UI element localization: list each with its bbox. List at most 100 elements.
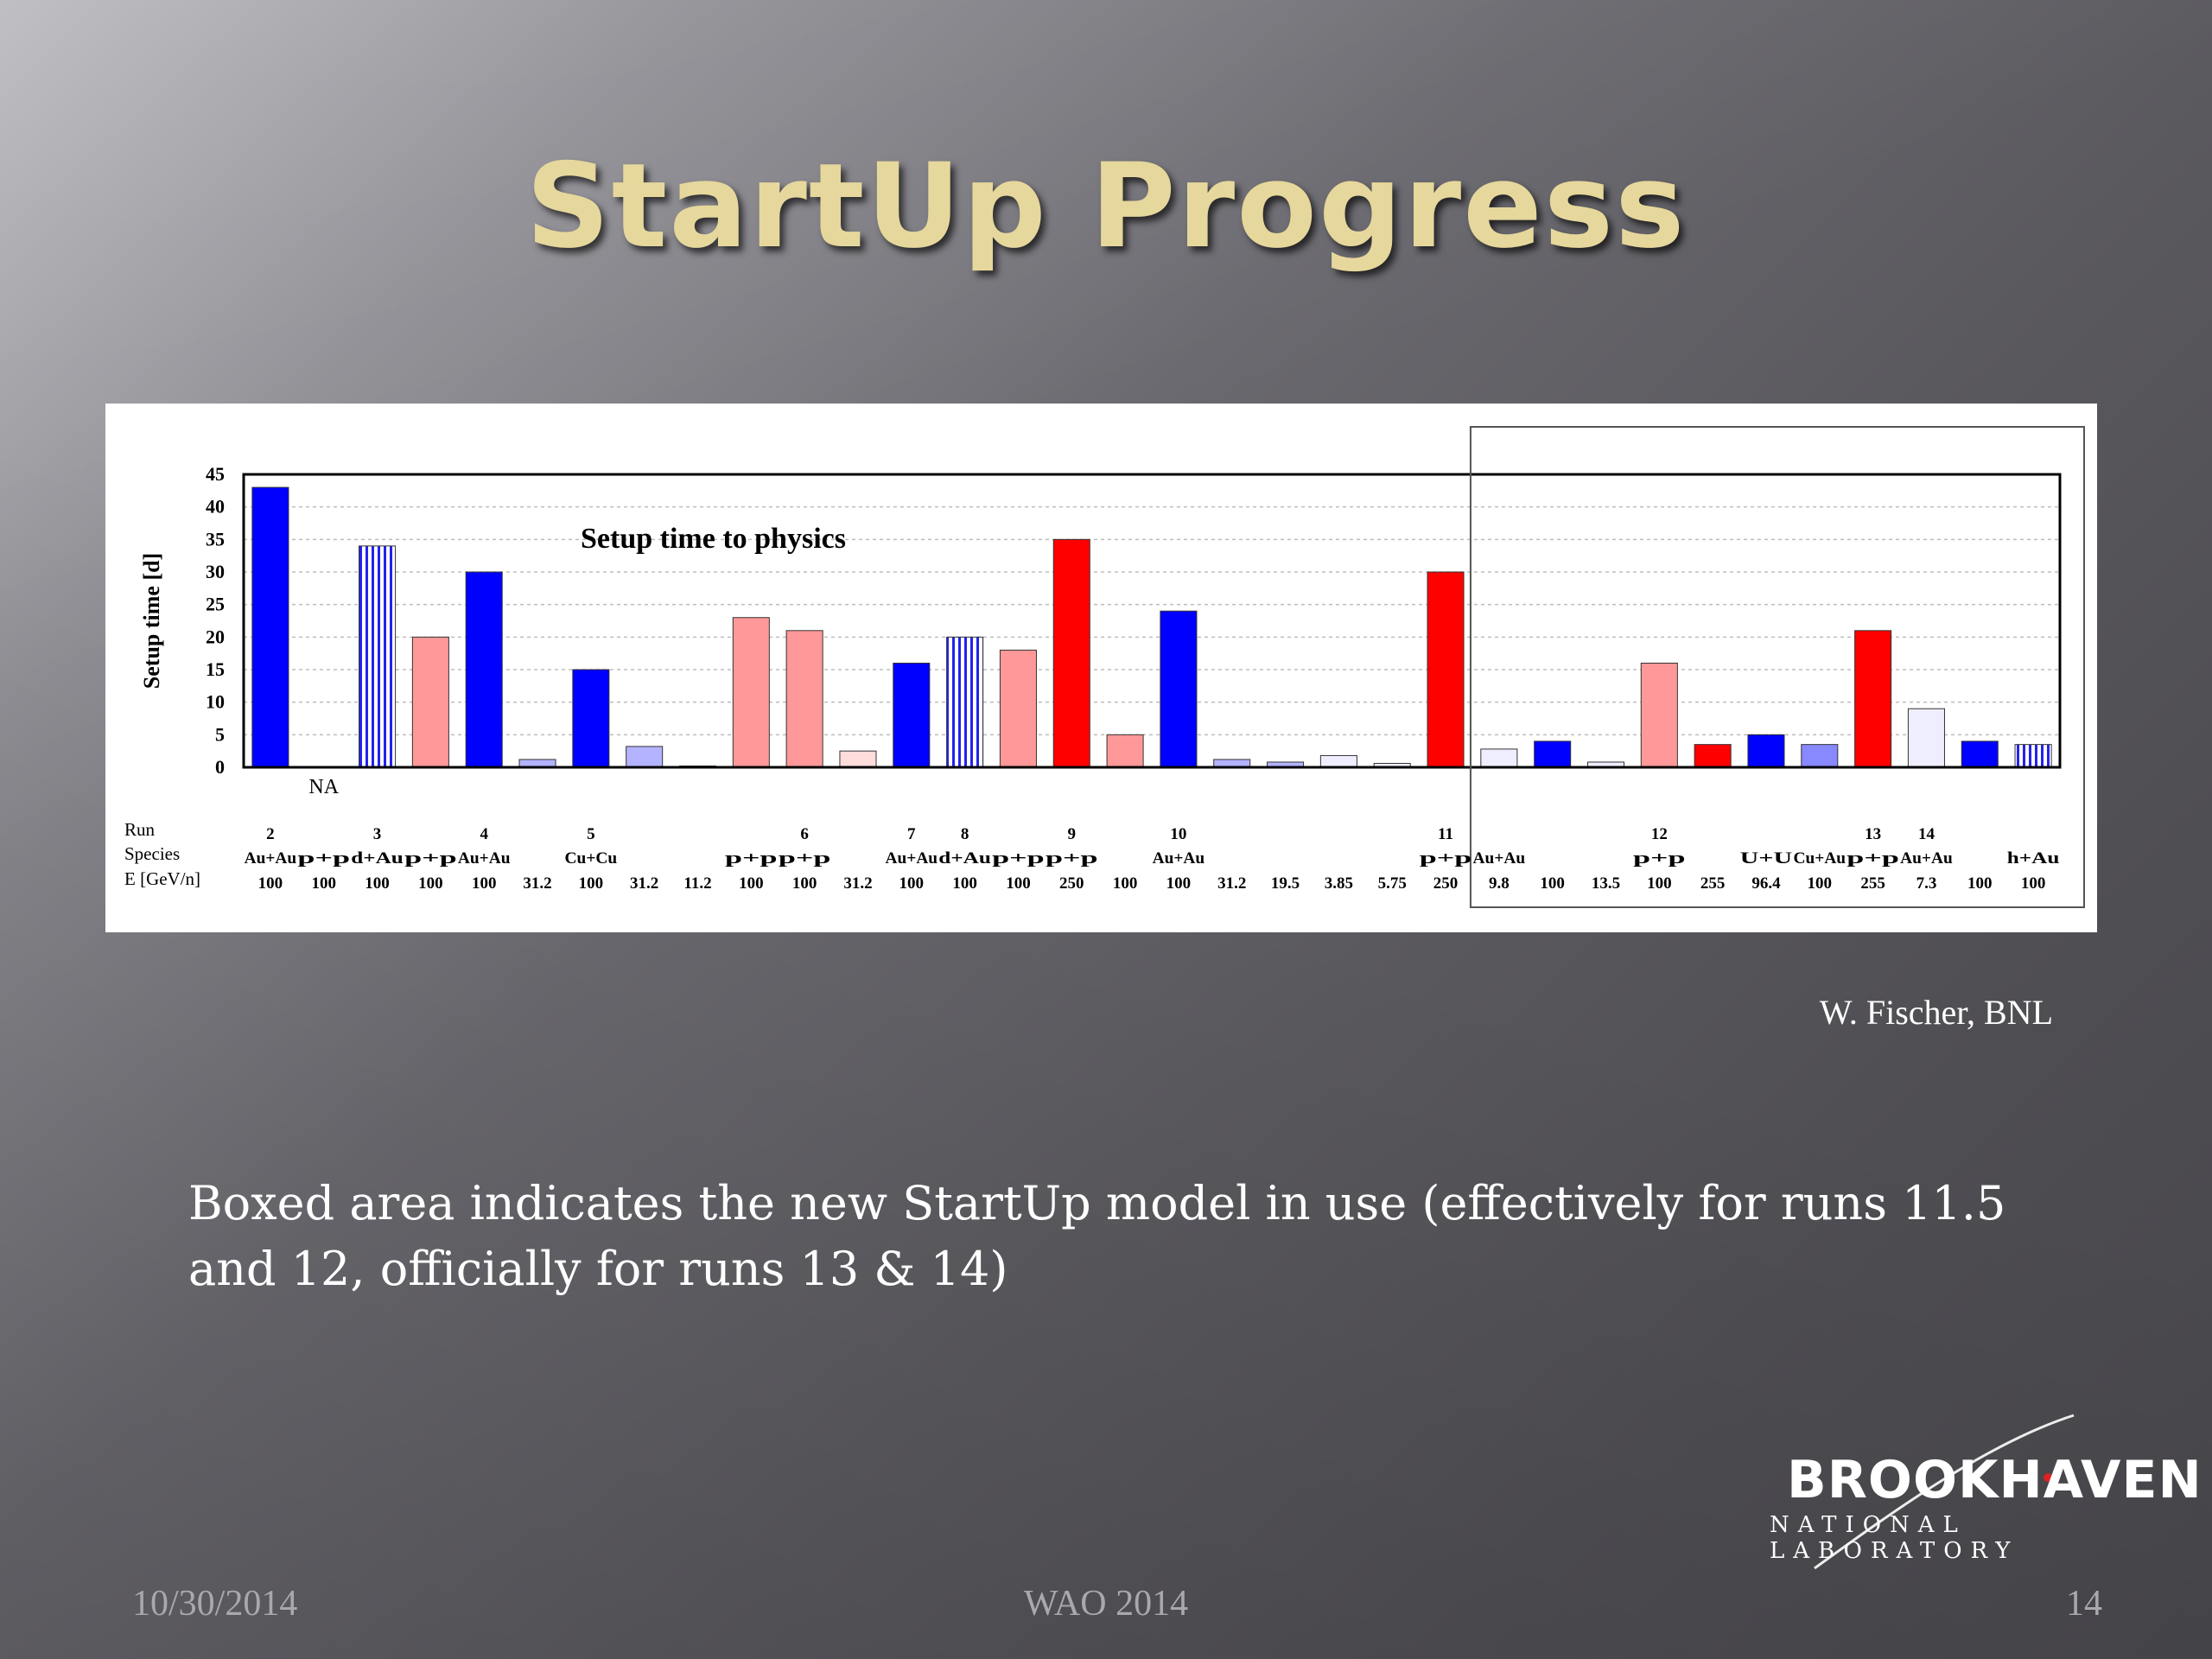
bar <box>1427 571 1465 768</box>
footer-date: 10/30/2014 <box>132 1584 298 1624</box>
energy-label: 31.2 <box>630 874 658 893</box>
energy-label: 100 <box>2021 874 2046 893</box>
energy-label: 250 <box>1433 874 1459 893</box>
y-axis-label: Setup time [d] <box>139 553 164 689</box>
species-label: U+U <box>1740 849 1793 868</box>
y-tick-label: 20 <box>206 626 225 647</box>
bar <box>1801 744 1839 768</box>
bar <box>572 669 610 768</box>
bar <box>1319 754 1357 768</box>
run-label: 2 <box>266 825 275 843</box>
species-label: h+Au <box>2007 849 2060 868</box>
species-label: Au+Au <box>1473 849 1526 868</box>
energy-label: 100 <box>1967 874 1993 893</box>
bar <box>732 617 770 768</box>
row-header-label: E [GeV/n] <box>124 868 200 889</box>
energy-label: 100 <box>952 874 977 893</box>
y-tick-label: 10 <box>206 691 225 713</box>
na-label: NA <box>308 776 339 798</box>
logo-name: BROOKHAVEN <box>1787 1450 2202 1510</box>
energy-label: 100 <box>365 874 390 893</box>
bar <box>946 636 984 768</box>
energy-label: 100 <box>579 874 604 893</box>
energy-label: 100 <box>311 874 336 893</box>
energy-label: 100 <box>899 874 925 893</box>
bar <box>1907 708 1945 768</box>
y-tick-label: 30 <box>206 561 225 582</box>
bar <box>411 636 449 768</box>
plot-frame <box>242 473 2062 769</box>
slide-title: StartUp Progress <box>525 138 1687 274</box>
species-label: p+p <box>297 849 350 868</box>
species-label: p+p <box>1847 849 1899 868</box>
y-tick-label: 25 <box>206 594 225 615</box>
bar <box>1106 734 1144 768</box>
y-tick-label: 0 <box>215 756 225 778</box>
species-label: Au+Au <box>886 849 938 868</box>
y-tick-label: 45 <box>206 463 225 485</box>
species-label: p+p <box>1046 849 1098 868</box>
energy-label: 5.75 <box>1378 874 1407 893</box>
bar <box>1052 538 1090 768</box>
bar <box>359 545 397 768</box>
run-label: 7 <box>907 825 916 843</box>
bar <box>1854 630 1892 768</box>
energy-label: 100 <box>1166 874 1192 893</box>
energy-label: 250 <box>1059 874 1084 893</box>
energy-label: 100 <box>1540 874 1565 893</box>
bar <box>251 486 289 768</box>
species-label: p+p <box>779 849 831 868</box>
energy-label: 255 <box>1860 874 1885 893</box>
run-label: 3 <box>373 825 382 843</box>
brookhaven-logo: BROOKHAVEN NATIONAL LABORATORY <box>1763 1408 2212 1573</box>
author-credit: W. Fischer, BNL <box>1819 993 2053 1032</box>
bar <box>1961 741 1999 768</box>
y-tick-label: 40 <box>206 496 225 518</box>
energy-label: 100 <box>1808 874 1833 893</box>
bar <box>1160 610 1198 768</box>
species-label: p+p <box>1633 849 1686 868</box>
species-label: p+p <box>725 849 778 868</box>
energy-label: 100 <box>739 874 764 893</box>
bar <box>2014 744 2052 768</box>
energy-label: 100 <box>418 874 442 893</box>
y-tick-label: 15 <box>206 658 225 680</box>
bar <box>1747 734 1785 768</box>
species-label: p+p <box>992 849 1045 868</box>
bar <box>1534 741 1572 768</box>
energy-label: 31.2 <box>1217 874 1246 893</box>
energy-label: 100 <box>792 874 817 893</box>
run-label: 5 <box>587 825 595 843</box>
species-label: Au+Au <box>458 849 511 868</box>
species-label: d+Au <box>938 849 991 868</box>
footer-event: WAO 2014 <box>1023 1584 1189 1624</box>
species-label: Cu+Cu <box>565 849 618 868</box>
species-label: p+p <box>404 849 457 868</box>
energy-label: 31.2 <box>523 874 551 893</box>
run-label: 4 <box>480 825 488 843</box>
species-label: Au+Au <box>1153 849 1205 868</box>
bar <box>1640 662 1678 768</box>
logo-swoosh-icon <box>1814 1414 2075 1570</box>
bar <box>839 750 877 768</box>
row-header-label: Species <box>124 843 180 864</box>
run-label: 11 <box>1438 825 1453 843</box>
bar <box>1694 744 1732 768</box>
species-label: Au+Au <box>245 849 297 868</box>
run-label: 12 <box>1651 825 1668 843</box>
energy-label: 31.2 <box>843 874 872 893</box>
chart-title: Setup time to physics <box>581 523 846 555</box>
energy-label: 3.85 <box>1325 874 1353 893</box>
energy-label: 100 <box>258 874 283 893</box>
energy-label: 13.5 <box>1592 874 1620 893</box>
species-label: p+p <box>1420 849 1472 868</box>
energy-label: 7.3 <box>1916 874 1937 893</box>
energy-label: 11.2 <box>683 874 711 893</box>
energy-label: 100 <box>1113 874 1138 893</box>
energy-label: 100 <box>1006 874 1031 893</box>
bar <box>626 746 664 768</box>
species-label: d+Au <box>351 849 404 868</box>
row-header-label: Run <box>124 819 156 840</box>
y-tick-label: 5 <box>215 723 225 745</box>
species-label: Au+Au <box>1900 849 1953 868</box>
